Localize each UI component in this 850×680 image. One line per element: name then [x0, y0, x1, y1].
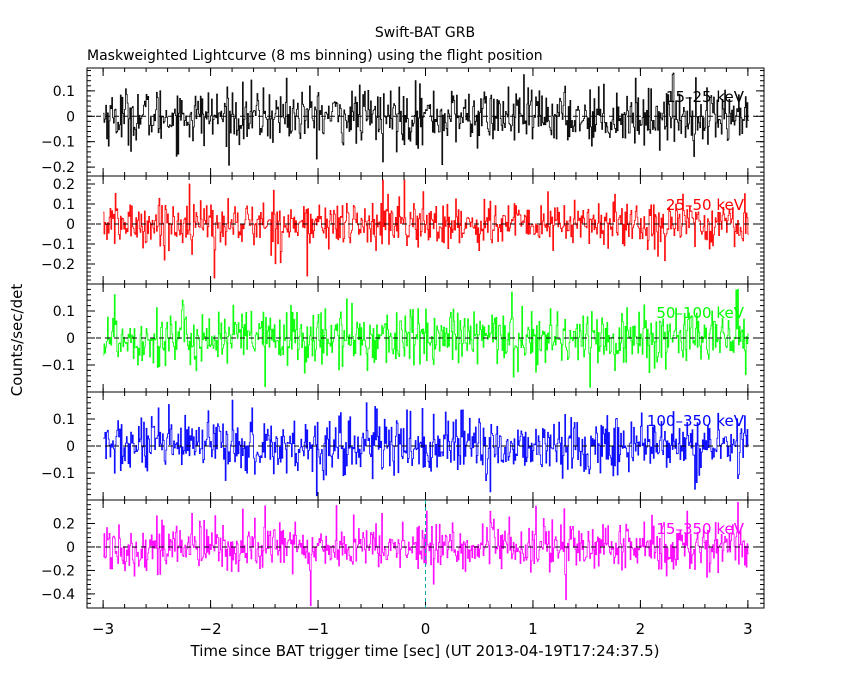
series-label: 100–350 keV: [647, 412, 745, 430]
panel-2: 0.2 0.1 0 −0.1 −0.2 25–50 keV: [41, 175, 765, 285]
y-tick-label: −0.2: [41, 257, 75, 273]
x-tick-label: 3: [743, 620, 753, 638]
x-tick-label: 0: [421, 620, 431, 638]
y-tick-label: 0: [66, 540, 75, 556]
y-tick-label: 0: [66, 439, 75, 455]
y-tick-label: −0.2: [41, 160, 75, 176]
y-tick-label: 0.1: [53, 84, 75, 100]
chart-subtitle: Maskweighted Lightcurve (8 ms binning) u…: [87, 48, 543, 64]
series-label: 25–50 keV: [666, 196, 745, 214]
y-tick-label: 0: [66, 217, 75, 233]
x-axis-label: Time since BAT trigger time [sec] (UT 20…: [190, 642, 660, 660]
y-tick-label: −0.1: [41, 237, 75, 253]
y-tick-label: 0.1: [53, 412, 75, 428]
y-tick-label: 0: [66, 109, 75, 125]
y-tick-label: 0.2: [53, 516, 75, 532]
x-tick-label: −3: [92, 620, 114, 638]
chart-title: Swift-BAT GRB: [375, 25, 475, 41]
series-line: [103, 72, 749, 166]
series-label: 15–350 keV: [656, 520, 744, 538]
y-tick-label: 0.1: [53, 304, 75, 320]
x-tick-label: 1: [528, 620, 538, 638]
y-tick-label: 0.1: [53, 197, 75, 213]
panel-4: 0.1 0 −0.1 100–350 keV: [41, 391, 765, 501]
y-tick-label: −0.2: [41, 563, 75, 579]
x-tick-label: −1: [307, 620, 329, 638]
y-tick-label: 0: [66, 331, 75, 347]
x-tick-label: 2: [636, 620, 646, 638]
panels-group: 0.1 0 −0.1 −0.2 15–25 keV 0.2 0.1 0 −0.1 −0.2 25–5…: [41, 67, 765, 609]
panel-3: 0.1 0 −0.1 50–100 keV: [41, 283, 765, 393]
series-label: 50–100 keV: [656, 304, 744, 322]
series-line: [103, 399, 749, 497]
x-axis: −3 −2 −1 0 1 2 3: [92, 620, 753, 638]
series-line: [103, 179, 749, 279]
series-label: 15–25 keV: [666, 88, 745, 106]
y-tick-label: −0.1: [41, 135, 75, 151]
y-tick-label: −0.4: [41, 587, 75, 603]
y-tick-label: −0.1: [41, 466, 75, 482]
series-line: [103, 289, 749, 388]
x-tick-label: −2: [200, 620, 222, 638]
y-tick-label: 0.2: [53, 177, 75, 193]
y-tick-label: −0.1: [41, 358, 75, 374]
y-axis-label: Counts/sec/det: [8, 284, 26, 397]
